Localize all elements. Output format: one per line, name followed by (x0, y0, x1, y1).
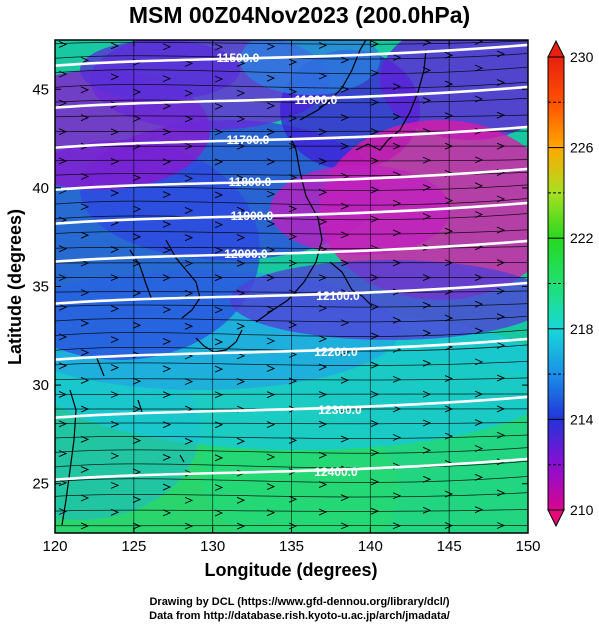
colorbar-max-triangle (547, 39, 565, 58)
x-tick-label: 120 (42, 538, 67, 555)
x-axis-label: Longitude (degrees) (204, 560, 377, 580)
y-axis-ticks: 25 30 35 40 45 (32, 81, 528, 493)
x-tick-label: 150 (515, 538, 540, 555)
colorbar-tick-label: 222 (570, 230, 594, 246)
contour-label: 12400.0 (314, 465, 358, 479)
y-tick-label: 35 (32, 279, 49, 296)
colorbar-tick-label: 230 (570, 49, 594, 65)
colorbar-tick-label: 214 (570, 411, 594, 427)
y-tick-label: 40 (32, 180, 49, 197)
y-tick-label: 30 (32, 377, 49, 394)
contour-label: 11700.0 (227, 133, 270, 147)
contour-label: 11600.0 (295, 93, 338, 107)
coastlines (61, 40, 427, 526)
contour-label: 12000.0 (224, 247, 268, 261)
height-contours: 11500.0 11600.0 11700.0 11800.0 11900.0 12000… (55, 43, 528, 481)
colorbar-min-triangle (547, 509, 565, 528)
y-tick-label: 45 (32, 81, 49, 98)
credit-drawing: Drawing by DCL (https://www.gfd-dennou.o… (149, 596, 450, 608)
y-axis-label: Latitude (degrees) (5, 209, 25, 365)
x-axis-ticks: 120 125 130 135 140 145 150 (42, 40, 541, 555)
contour-label: 11900.0 (231, 209, 274, 223)
x-tick-label: 145 (437, 538, 462, 555)
credit-data: Data from http://database.rish.kyoto-u.a… (149, 610, 450, 622)
colorbar: 230 226 222 218 214 210 (547, 39, 594, 528)
contour-label: 11800.0 (229, 175, 272, 189)
x-tick-label: 125 (121, 538, 146, 555)
colorbar-tick-label: 218 (570, 321, 594, 337)
contour-label: 12100.0 (316, 289, 360, 303)
x-tick-label: 130 (200, 538, 225, 555)
contour-label: 12300.0 (318, 403, 362, 417)
x-tick-label: 135 (279, 538, 304, 555)
colorbar-tick-label: 226 (570, 140, 594, 156)
colorbar-tick-label: 210 (570, 502, 594, 518)
x-tick-label: 140 (358, 538, 383, 555)
y-tick-label: 25 (32, 476, 49, 493)
temperature-field: 11500.0 11600.0 11700.0 11800.0 11900.0 12000… (55, 40, 528, 533)
map-title: MSM 00Z04Nov2023 (200.0hPa) (128, 2, 471, 28)
contour-label: 11500.0 (217, 51, 260, 65)
longitude-gridlines (133, 40, 450, 533)
contour-label: 12200.0 (314, 345, 358, 359)
